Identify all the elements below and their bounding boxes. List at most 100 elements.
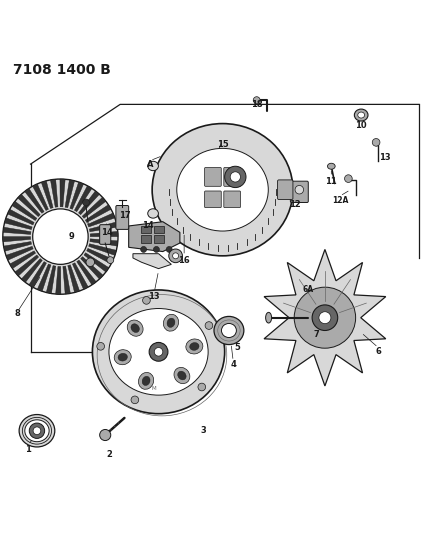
- Ellipse shape: [127, 320, 143, 336]
- Wedge shape: [7, 209, 34, 225]
- Polygon shape: [129, 222, 180, 252]
- Ellipse shape: [25, 420, 49, 442]
- Wedge shape: [74, 186, 92, 212]
- Circle shape: [149, 342, 168, 361]
- Circle shape: [107, 257, 114, 263]
- Wedge shape: [70, 182, 83, 209]
- Text: 11: 11: [325, 176, 337, 185]
- Wedge shape: [6, 246, 33, 260]
- Wedge shape: [90, 239, 118, 246]
- Wedge shape: [89, 222, 117, 232]
- Ellipse shape: [186, 339, 203, 354]
- Wedge shape: [89, 244, 116, 255]
- Ellipse shape: [354, 109, 368, 121]
- Polygon shape: [133, 254, 171, 269]
- Ellipse shape: [358, 112, 365, 118]
- FancyBboxPatch shape: [116, 206, 129, 229]
- Circle shape: [3, 179, 118, 294]
- Wedge shape: [3, 237, 31, 242]
- Text: 15: 15: [217, 140, 229, 149]
- Text: M: M: [152, 386, 157, 391]
- Text: 4: 4: [230, 360, 236, 369]
- Circle shape: [29, 423, 45, 439]
- Wedge shape: [51, 179, 58, 207]
- Circle shape: [33, 209, 88, 264]
- Circle shape: [198, 383, 205, 391]
- Ellipse shape: [148, 161, 158, 171]
- Text: 1: 1: [26, 446, 31, 455]
- Wedge shape: [15, 255, 39, 276]
- FancyBboxPatch shape: [205, 191, 221, 208]
- Circle shape: [205, 322, 213, 329]
- Ellipse shape: [118, 353, 128, 361]
- FancyBboxPatch shape: [224, 191, 241, 208]
- Ellipse shape: [177, 148, 268, 231]
- Text: 8: 8: [15, 309, 21, 318]
- Text: 17: 17: [119, 211, 130, 220]
- Ellipse shape: [266, 312, 272, 323]
- Wedge shape: [68, 265, 80, 293]
- Text: 13: 13: [149, 292, 160, 301]
- Ellipse shape: [221, 324, 236, 337]
- Wedge shape: [77, 260, 96, 285]
- Text: 12A: 12A: [332, 196, 348, 205]
- Circle shape: [166, 246, 172, 253]
- Text: 7108 1400 B: 7108 1400 B: [14, 62, 111, 77]
- Circle shape: [225, 166, 246, 188]
- Text: 16: 16: [178, 256, 190, 264]
- Ellipse shape: [178, 371, 186, 380]
- FancyBboxPatch shape: [142, 236, 151, 243]
- Circle shape: [295, 185, 303, 194]
- Text: 6: 6: [375, 348, 381, 357]
- Ellipse shape: [19, 415, 55, 447]
- Polygon shape: [264, 249, 386, 386]
- Circle shape: [97, 343, 104, 350]
- Wedge shape: [10, 251, 36, 269]
- Text: 9: 9: [68, 232, 74, 241]
- Circle shape: [169, 249, 182, 263]
- Ellipse shape: [327, 163, 335, 169]
- Ellipse shape: [109, 309, 208, 395]
- Wedge shape: [3, 227, 31, 235]
- Text: 10: 10: [355, 121, 367, 130]
- Wedge shape: [82, 197, 106, 219]
- Wedge shape: [84, 253, 109, 272]
- Wedge shape: [29, 262, 46, 287]
- Wedge shape: [65, 180, 74, 208]
- Text: 3: 3: [200, 426, 206, 435]
- Ellipse shape: [294, 287, 356, 348]
- Text: 7: 7: [314, 330, 319, 340]
- FancyBboxPatch shape: [154, 236, 163, 243]
- Wedge shape: [37, 264, 51, 291]
- Circle shape: [319, 312, 331, 324]
- Circle shape: [345, 175, 352, 182]
- Wedge shape: [56, 266, 61, 294]
- Circle shape: [312, 305, 338, 330]
- Circle shape: [230, 172, 241, 182]
- Wedge shape: [33, 184, 48, 211]
- Ellipse shape: [214, 317, 244, 344]
- Circle shape: [143, 296, 150, 304]
- Circle shape: [172, 253, 178, 259]
- Circle shape: [253, 96, 260, 103]
- Text: 14: 14: [101, 228, 113, 237]
- Circle shape: [86, 258, 95, 266]
- Text: 13: 13: [379, 153, 390, 162]
- FancyBboxPatch shape: [278, 180, 293, 199]
- Ellipse shape: [148, 209, 158, 218]
- Text: 14: 14: [142, 222, 154, 230]
- Ellipse shape: [92, 290, 225, 414]
- Text: 18: 18: [251, 100, 262, 109]
- Circle shape: [154, 348, 163, 356]
- Wedge shape: [79, 191, 99, 215]
- Wedge shape: [63, 266, 70, 294]
- Wedge shape: [85, 205, 111, 222]
- FancyBboxPatch shape: [205, 167, 221, 187]
- Text: 6A: 6A: [302, 286, 313, 294]
- Wedge shape: [87, 248, 113, 264]
- Ellipse shape: [131, 324, 140, 333]
- Text: 12: 12: [289, 200, 301, 209]
- Wedge shape: [12, 201, 37, 221]
- Circle shape: [131, 396, 139, 403]
- Wedge shape: [88, 213, 115, 227]
